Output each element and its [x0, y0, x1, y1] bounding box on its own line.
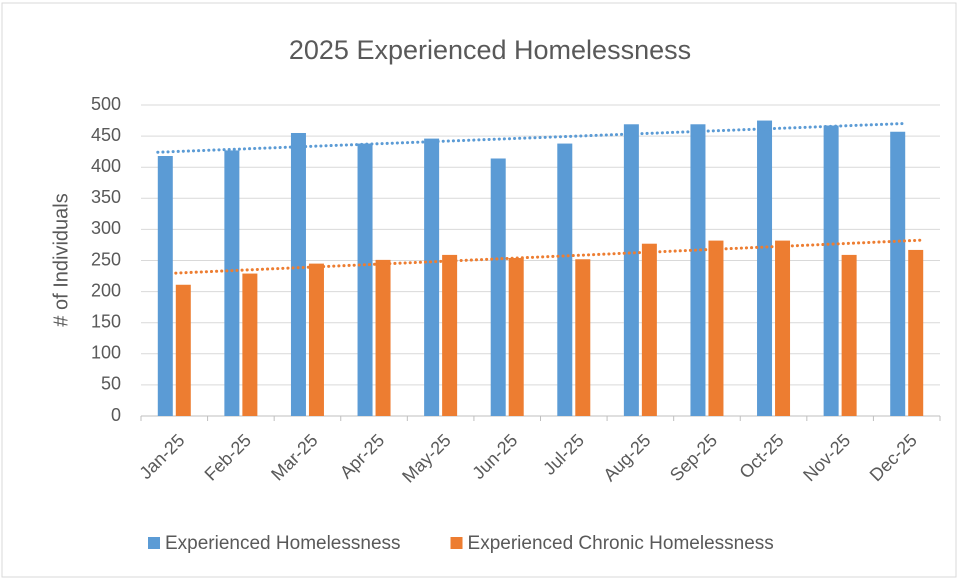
y-tick-label: 350	[91, 187, 121, 207]
y-axis-label: # of Individuals	[50, 193, 72, 326]
bar	[823, 125, 839, 416]
bar	[841, 254, 857, 416]
y-tick-label: 400	[91, 156, 121, 176]
bar	[908, 249, 924, 416]
bar	[508, 258, 524, 416]
bar	[775, 240, 791, 416]
bar	[442, 254, 458, 416]
y-tick-label: 300	[91, 218, 121, 238]
bar	[490, 158, 506, 416]
legend-swatch	[450, 537, 463, 549]
bar	[242, 273, 258, 416]
bar	[890, 131, 906, 416]
bar	[175, 284, 191, 416]
bar	[157, 156, 173, 416]
bar	[623, 124, 639, 417]
legend-label: Experienced Chronic Homelessness	[468, 533, 774, 554]
y-tick-label: 450	[91, 125, 121, 145]
y-tick-label: 200	[91, 280, 121, 300]
bar	[424, 138, 440, 416]
legend-label: Experienced Homelessness	[165, 533, 401, 554]
y-tick-label: 250	[91, 249, 121, 269]
bar	[690, 124, 706, 417]
y-tick-label: 150	[91, 311, 121, 331]
bar	[641, 243, 657, 416]
bar	[557, 143, 573, 416]
y-tick-label: 0	[111, 405, 121, 425]
bar	[357, 143, 373, 416]
bar	[575, 259, 591, 416]
y-tick-label: 50	[101, 374, 121, 394]
bar	[224, 150, 240, 416]
bar	[708, 240, 724, 416]
y-tick-label: 100	[91, 343, 121, 363]
legend-swatch	[148, 537, 160, 549]
trendline	[174, 238, 925, 275]
bar	[290, 132, 306, 417]
y-tick-label: 500	[91, 94, 121, 114]
chart-title: 2025 Experienced Homelessness	[289, 35, 691, 65]
bar	[375, 259, 391, 416]
trendline	[156, 121, 907, 154]
bar	[308, 263, 324, 416]
bar	[757, 120, 773, 417]
